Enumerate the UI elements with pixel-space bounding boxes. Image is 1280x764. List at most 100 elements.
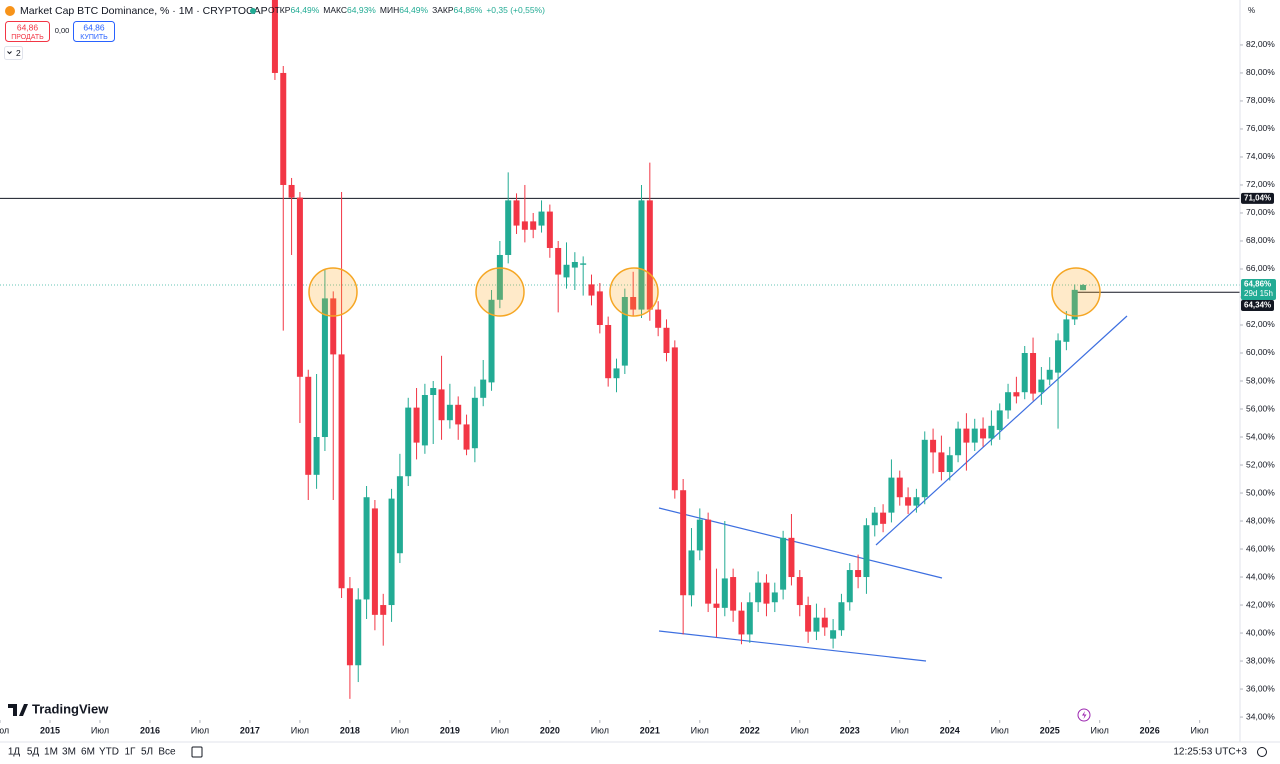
market-status <box>250 8 256 14</box>
candle-body <box>571 261 578 268</box>
ohlc-value: 64,49% <box>290 5 319 15</box>
x-tick-label: Июл <box>91 725 109 735</box>
range-button[interactable]: Все <box>158 747 176 758</box>
candle-body <box>730 577 737 611</box>
candle-body <box>755 582 762 603</box>
candle-body <box>888 477 895 513</box>
candle-body <box>630 296 637 310</box>
x-tick-label: Июл <box>0 725 9 735</box>
candle-body <box>1030 352 1037 394</box>
prev-line-label: 64,34% <box>1244 301 1271 310</box>
range-button[interactable]: YTD <box>99 747 119 758</box>
ohlc-legend: ОТКР64,49% МАКС64,93% МИН64,49% ЗАКР64,86% +… <box>268 5 545 15</box>
candle-body <box>738 610 745 635</box>
scale-mode-button[interactable] <box>1241 4 1277 18</box>
y-tick-label: 44,00% <box>1246 571 1275 581</box>
candle-body <box>496 254 503 300</box>
symbol-icon <box>5 6 15 16</box>
highlight-circle <box>308 267 358 317</box>
candle-body <box>1038 379 1045 393</box>
y-tick-label: 50,00% <box>1246 487 1275 497</box>
range-button[interactable]: 5Л <box>141 747 153 758</box>
trend-line <box>875 315 1128 546</box>
y-tick-label: 54,00% <box>1246 431 1275 441</box>
candle-body <box>871 512 878 526</box>
y-tick-label: 68,00% <box>1246 235 1275 245</box>
candle-body <box>646 200 653 310</box>
indicators-count[interactable]: 2 <box>16 48 21 58</box>
candle-body <box>780 537 787 590</box>
x-tick-label: 2025 <box>1040 725 1060 735</box>
settings-icon[interactable] <box>1257 747 1267 757</box>
candle-body <box>746 602 753 635</box>
y-tick-label: 80,00% <box>1246 67 1275 77</box>
candle-body <box>530 221 537 230</box>
candle-body <box>880 512 887 524</box>
x-tick-label: Июл <box>991 725 1009 735</box>
candle-body <box>863 525 870 578</box>
range-button[interactable]: 6М <box>81 747 95 758</box>
candle-body <box>813 617 820 632</box>
candle-body <box>663 327 670 353</box>
candle-body <box>805 605 812 632</box>
candle-body <box>513 200 520 226</box>
last-price-label: 64,86% <box>1244 280 1271 289</box>
x-tick-label: Июл <box>491 725 509 735</box>
range-button[interactable]: 3М <box>62 747 76 758</box>
range-button[interactable]: 5Д <box>27 747 40 758</box>
candle-body <box>855 570 862 578</box>
range-button[interactable]: 1Д <box>8 747 21 758</box>
candle-body <box>838 602 845 631</box>
x-tick-label: 2017 <box>240 725 260 735</box>
candle-body <box>521 221 528 230</box>
buy-label[interactable]: КУПИТЬ <box>80 34 108 41</box>
x-tick-label: Июл <box>1191 725 1209 735</box>
candle-body <box>463 424 470 450</box>
candle-body <box>488 299 495 383</box>
candle-body <box>1046 369 1053 380</box>
candle-body <box>305 376 312 475</box>
candle-body <box>438 389 445 421</box>
x-tick-label: 2024 <box>940 725 960 735</box>
indicators-toggle[interactable] <box>4 46 23 60</box>
y-tick-label: 72,00% <box>1246 179 1275 189</box>
calendar-icon[interactable] <box>191 746 203 758</box>
sell-button[interactable] <box>5 21 50 42</box>
candle-body <box>921 439 928 498</box>
range-toolbar: 1Д 5Д 1М 3М 6М YTD 1Г 5Л Все <box>8 747 176 758</box>
candle-body <box>896 477 903 498</box>
buy-price[interactable]: 64,86 <box>83 22 105 32</box>
ohlc-change: +0,35 (+0,55%) <box>486 5 545 15</box>
candle-body <box>421 395 428 446</box>
sell-label[interactable]: ПРОДАТЬ <box>11 34 44 41</box>
candle-body <box>638 200 645 310</box>
candle-body <box>763 582 770 604</box>
candle-body <box>555 247 562 275</box>
range-button[interactable]: 1Г <box>125 747 137 758</box>
ohlc-value: 64,86% <box>454 5 483 15</box>
candle-body <box>346 588 353 666</box>
sell-price[interactable]: 64,86 <box>17 22 39 32</box>
logo-mark <box>8 704 28 716</box>
scale-mode[interactable]: % <box>1248 6 1255 15</box>
candle-body <box>605 324 612 379</box>
ohlc-value: 64,49% <box>399 5 428 15</box>
candle-body <box>288 184 295 198</box>
candle-body <box>655 309 662 328</box>
candle-body <box>1063 319 1070 342</box>
y-tick-label: 60,00% <box>1246 347 1275 357</box>
candle-body <box>980 428 987 439</box>
buy-button[interactable] <box>73 21 115 42</box>
candle-body <box>455 404 462 425</box>
x-tick-label: Июл <box>1091 725 1109 735</box>
candle-body <box>1013 392 1020 397</box>
range-button[interactable]: 1М <box>44 747 58 758</box>
candle-body <box>1055 340 1062 373</box>
candle-body <box>271 0 278 73</box>
candle-body <box>696 519 703 551</box>
ohlc-value: 64,93% <box>347 5 376 15</box>
x-tick-label: 2026 <box>1140 725 1160 735</box>
candle-body <box>821 617 828 628</box>
